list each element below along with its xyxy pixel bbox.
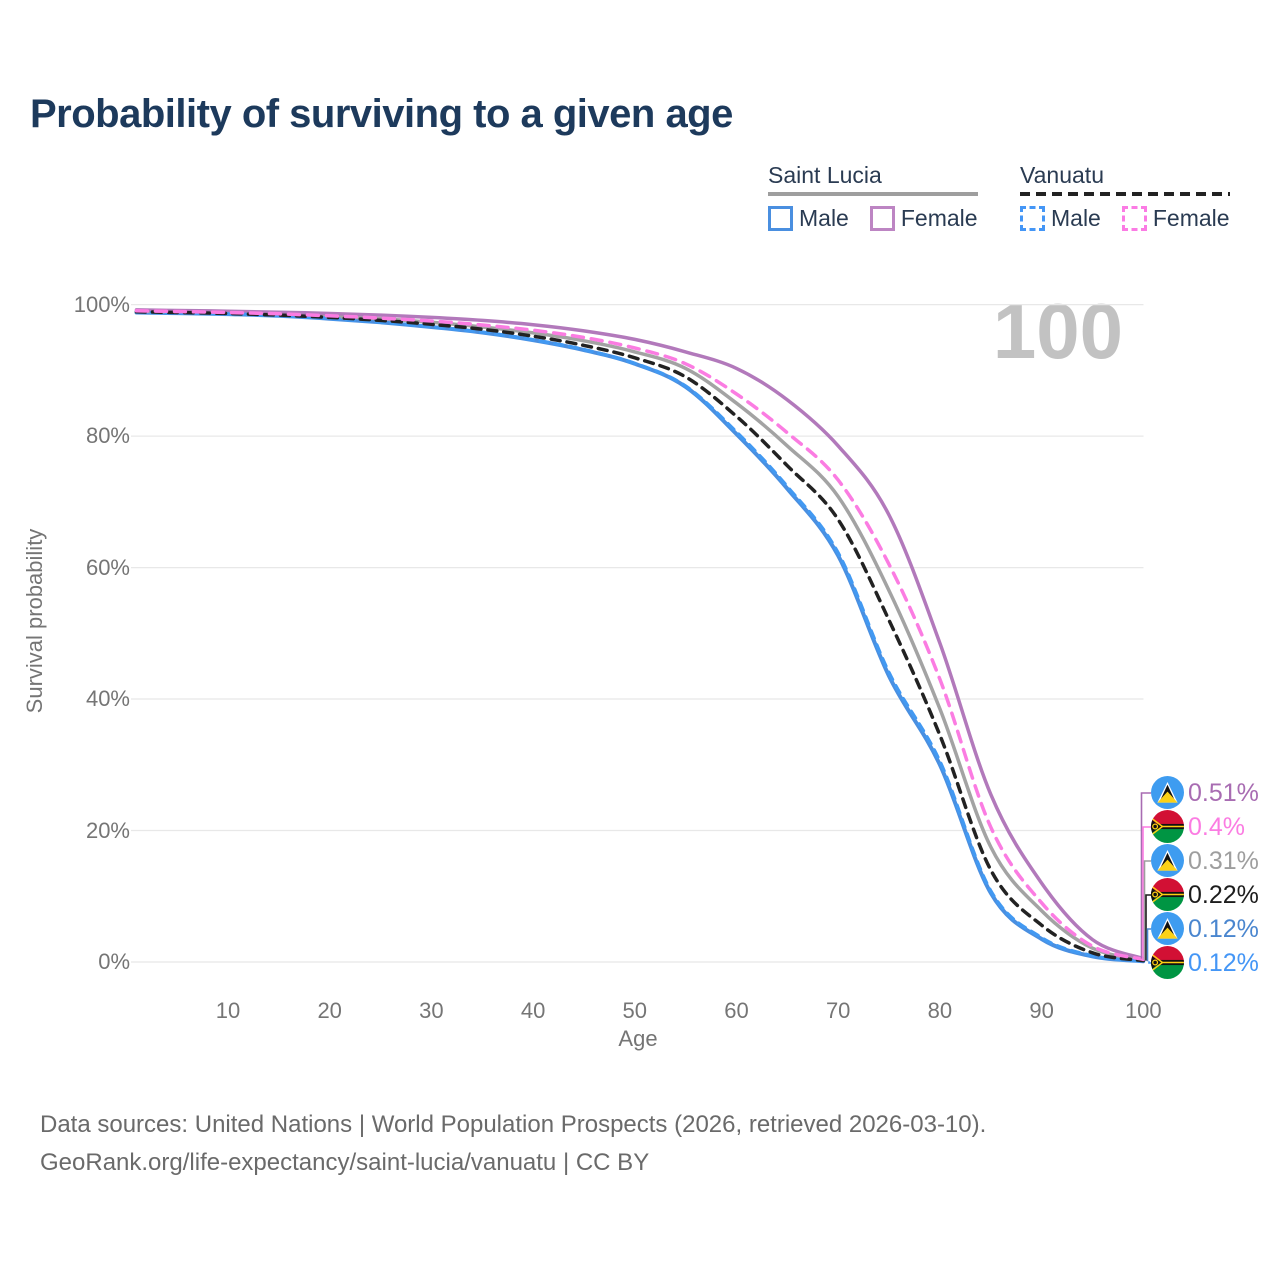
x-tick-30: 30	[419, 998, 444, 1023]
end-value-vu-male: 0.12%	[1188, 948, 1259, 977]
end-value-vu-female: 0.4%	[1188, 812, 1245, 841]
y-tick-100: 100%	[73, 291, 130, 317]
legend-items-vanuatu: Male Female	[1020, 205, 1230, 232]
curve-vu-female	[134, 309, 1146, 962]
curve-sl-total	[134, 309, 1146, 962]
attribution-line: GeoRank.org/life-expectancy/saint-lucia/…	[40, 1149, 650, 1176]
label-connectors	[1140, 792, 1151, 964]
saint-lucia-flag-icon	[1151, 776, 1184, 809]
legend-label-saint-lucia-female: Female	[900, 205, 978, 231]
legend-header-vanuatu[interactable]: Vanuatu	[1020, 162, 1104, 188]
legend-item-vanuatu-female[interactable]: Female	[1121, 205, 1230, 232]
x-tick-90: 90	[1029, 998, 1054, 1023]
vanuatu-flag-icon	[1151, 810, 1184, 843]
legend-underline-dashed	[1020, 192, 1230, 196]
vanuatu-flag-icon	[1151, 946, 1184, 979]
gridlines	[131, 303, 1144, 963]
data-source-note: Data sources: United Nations | World Pop…	[40, 1106, 986, 1182]
curve-vu-total	[134, 310, 1146, 963]
curve-sl-female	[134, 308, 1146, 961]
x-tick-80: 80	[927, 998, 953, 1023]
vanuatu-flag-icon	[1151, 878, 1184, 911]
x-tick-70: 70	[825, 998, 851, 1023]
saint-lucia-flag-icon	[1151, 912, 1184, 945]
vanuatu-male-swatch-icon	[1020, 206, 1045, 231]
end-value-vu-total: 0.22%	[1188, 880, 1259, 909]
x-tick-20: 20	[317, 998, 342, 1023]
saint-lucia-flag-icon	[1151, 844, 1184, 877]
y-tick-40: 40%	[85, 686, 130, 712]
saint-lucia-male-swatch-icon	[768, 206, 793, 231]
x-axis-title: Age	[618, 1026, 658, 1051]
x-tick-60: 60	[724, 998, 749, 1023]
connector-sl-male	[1146, 928, 1151, 962]
vanuatu-female-swatch-icon	[1121, 206, 1147, 231]
curve-sl-male	[134, 310, 1146, 964]
connector-vu-male	[1148, 961, 1151, 964]
curve-vu-male	[134, 310, 1146, 963]
legend-group-saint-lucia: Saint Lucia Male Female	[768, 162, 978, 232]
legend-label-vanuatu-male: Male	[1051, 205, 1101, 231]
legend-label-saint-lucia-male: Male	[799, 205, 849, 231]
connector-vu-total	[1145, 894, 1151, 961]
legend-underline-solid	[768, 192, 978, 196]
x-tick-40: 40	[520, 998, 546, 1023]
y-tick-20: 20%	[85, 817, 130, 843]
legend-label-vanuatu-female: Female	[1152, 205, 1230, 231]
x-tick-10: 10	[215, 998, 241, 1023]
legend-group-vanuatu: Vanuatu Male Female	[1020, 162, 1230, 232]
y-tick-60: 60%	[85, 554, 130, 580]
connector-sl-total	[1143, 860, 1151, 960]
x-tick-50: 50	[622, 998, 648, 1023]
legend-item-vanuatu-male[interactable]: Male	[1020, 205, 1101, 232]
legend-item-saint-lucia-male[interactable]: Male	[768, 205, 849, 232]
connector-sl-female	[1140, 792, 1151, 959]
data-source-line: Data sources: United Nations | World Pop…	[40, 1111, 987, 1138]
end-value-sl-total: 0.31%	[1188, 846, 1259, 875]
y-tick-80: 80%	[85, 423, 130, 449]
end-value-sl-female: 0.51%	[1188, 778, 1259, 807]
legend-items-saint-lucia: Male Female	[768, 205, 978, 232]
y-tick-0: 0%	[98, 949, 130, 974]
page-title: Probability of surviving to a given age	[30, 92, 733, 136]
legend-header-saint-lucia[interactable]: Saint Lucia	[768, 162, 882, 188]
saint-lucia-female-swatch-icon	[869, 206, 895, 231]
survival-curves	[134, 308, 1146, 964]
connector-vu-female	[1142, 826, 1151, 960]
x-tick-100: 100	[1124, 998, 1162, 1023]
legend-item-saint-lucia-female[interactable]: Female	[869, 205, 978, 232]
end-value-sl-male: 0.12%	[1188, 914, 1259, 943]
